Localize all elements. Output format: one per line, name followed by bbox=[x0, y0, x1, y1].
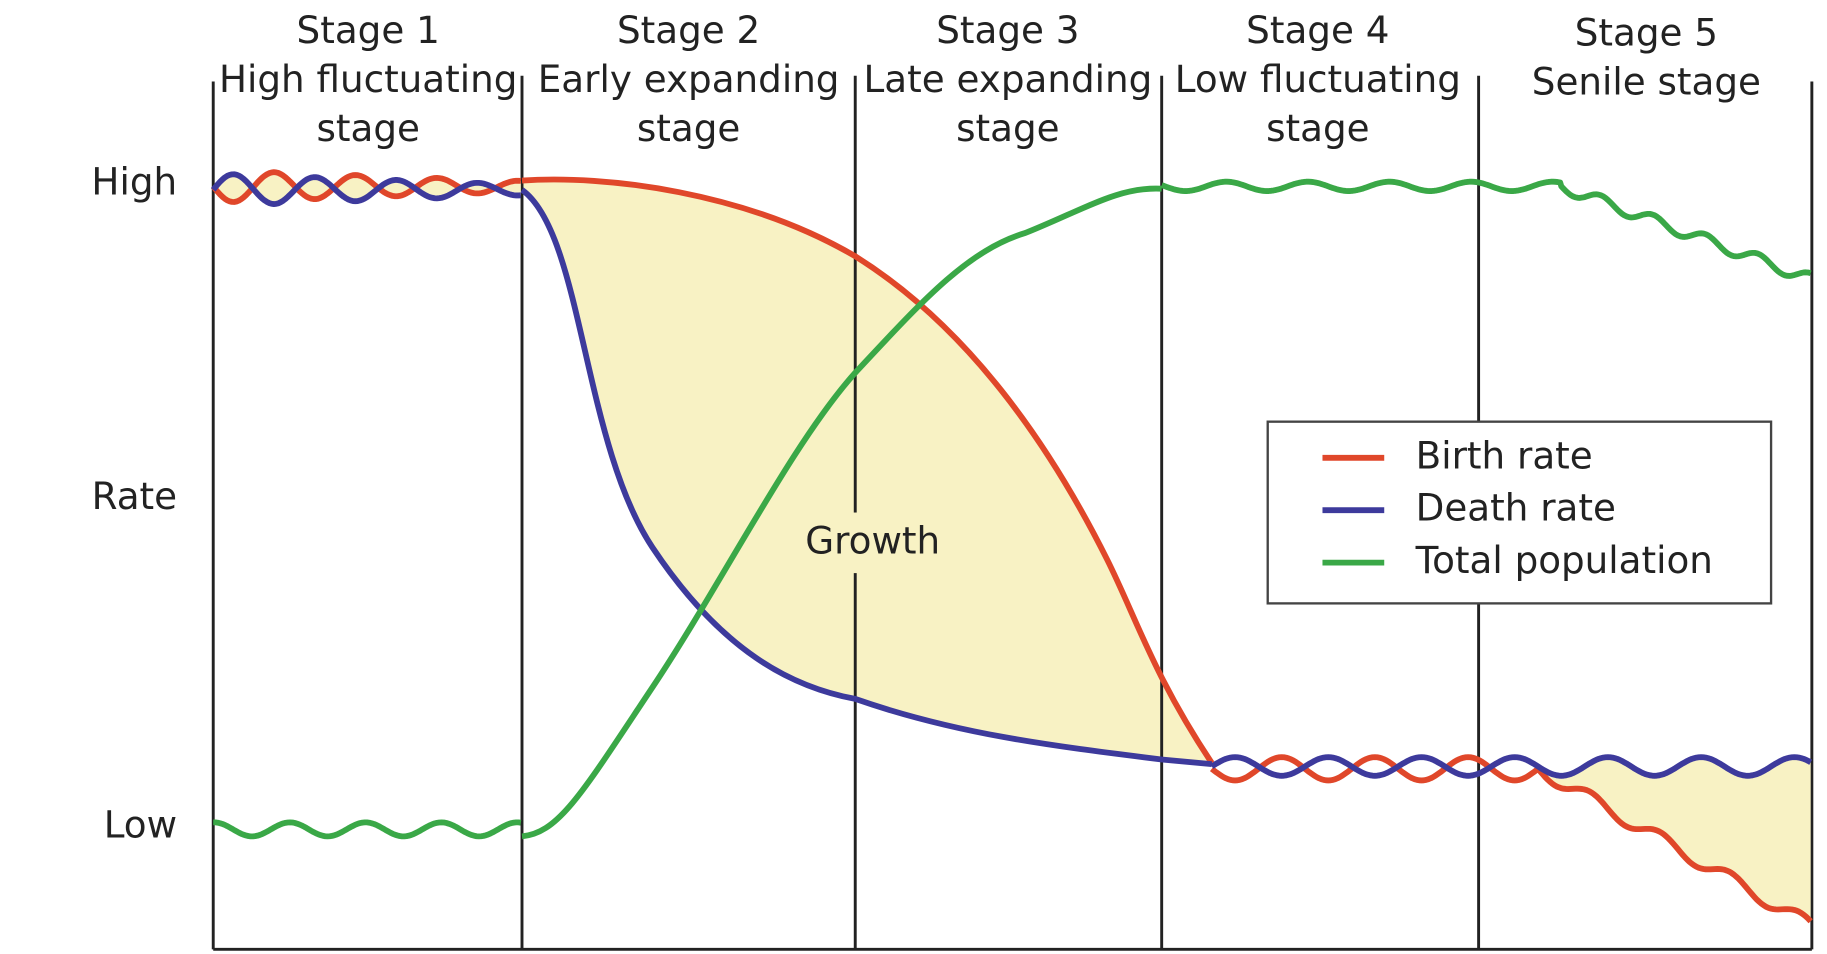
death-rate-curve bbox=[520, 187, 1213, 768]
death-rate-curve bbox=[210, 171, 522, 207]
legend-label: Death rate bbox=[1416, 486, 1616, 530]
stage-name: Stage 1 bbox=[297, 8, 440, 52]
stage-description: Senile stage bbox=[1532, 59, 1761, 103]
stage-description: stage bbox=[956, 106, 1059, 150]
legend-label: Birth rate bbox=[1416, 433, 1593, 477]
stage-labels: Stage 1 High fluctuating stage Stage 2 Early… bbox=[219, 8, 1761, 150]
birth-rate-curve bbox=[1209, 754, 1813, 924]
stage-description: Low fluctuating bbox=[1175, 57, 1461, 101]
stage-description: High fluctuating bbox=[219, 57, 517, 101]
axis-label: Rate bbox=[92, 474, 177, 518]
growth-areas bbox=[522, 179, 1212, 763]
birth-rate-curve bbox=[521, 176, 1215, 765]
population-curve bbox=[521, 185, 1162, 840]
annotation-bg bbox=[786, 512, 962, 574]
legend: Birth rate Death rate Total population bbox=[1266, 420, 1773, 605]
stage-name: Stage 4 bbox=[1246, 8, 1389, 52]
growth-area bbox=[522, 179, 1212, 763]
stage-name: Stage 3 bbox=[936, 8, 1079, 52]
stage-description: stage bbox=[637, 106, 740, 150]
growth-area bbox=[1538, 757, 1811, 922]
legend-label: Total population bbox=[1415, 538, 1713, 582]
stage-name: Stage 2 bbox=[617, 8, 760, 52]
axis-high: High bbox=[91, 160, 177, 204]
death-rate-curve bbox=[1210, 754, 1813, 779]
fluctuations bbox=[210, 169, 1813, 924]
stage-description: Late expanding bbox=[864, 57, 1153, 101]
stage-description: stage bbox=[1266, 106, 1369, 150]
population-curve bbox=[212, 819, 522, 840]
birth-rate-curve bbox=[210, 169, 522, 205]
axis-low: Low bbox=[104, 803, 177, 847]
stage-name: Stage 5 bbox=[1575, 10, 1718, 54]
population-curve bbox=[1160, 178, 1812, 279]
stage-description: stage bbox=[316, 106, 419, 150]
annotation: Growth bbox=[805, 518, 940, 562]
stage-description: Early expanding bbox=[538, 57, 840, 101]
